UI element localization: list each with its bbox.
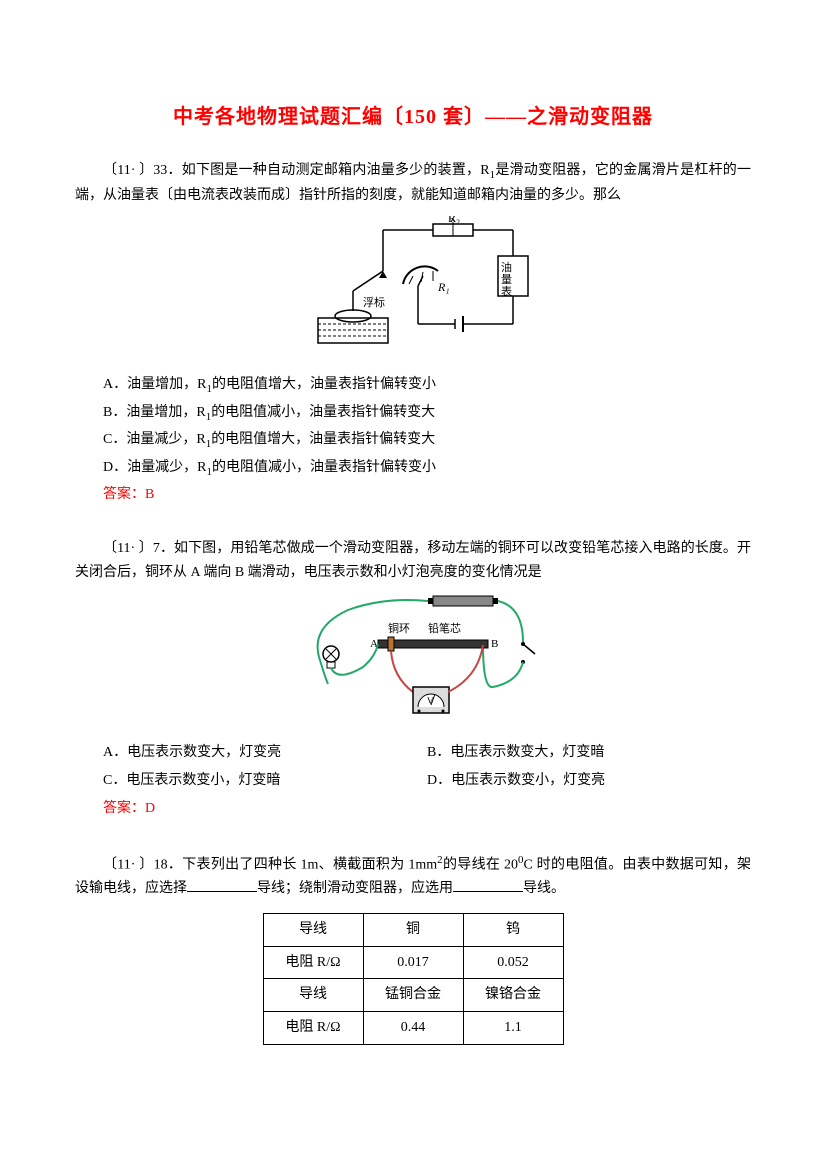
q3-text: 〔11· 〕18．下表列出了四种长 1m、横截面积为 1mm2的导线在 200C… bbox=[75, 851, 751, 901]
svg-text:R₁: R₁ bbox=[437, 280, 450, 294]
q2-options-row2: C．电压表示数变小，灯变暗 D．电压表示数变小，灯变亮 bbox=[75, 767, 751, 795]
svg-text:浮标: 浮标 bbox=[363, 295, 385, 309]
q2-diagram: A B 铜环 铅笔芯 V bbox=[75, 592, 751, 731]
q2-option-a: A．电压表示数变大，灯变亮 bbox=[103, 741, 427, 765]
q2-answer: 答案：D bbox=[75, 797, 751, 821]
table-row: 电阻 R/Ω 0.44 1.1 bbox=[263, 1012, 563, 1045]
blank-1 bbox=[187, 878, 257, 892]
page-title: 中考各地物理试题汇编〔150 套〕——之滑动变阻器 bbox=[75, 100, 751, 134]
cell: 铜 bbox=[363, 913, 463, 946]
cell: 导线 bbox=[263, 913, 363, 946]
q1-text: 〔11· 〕33．如下图是一种自动测定邮箱内油量多少的装置，R1是滑动变阻器，它… bbox=[75, 159, 751, 208]
cell: 钨 bbox=[463, 913, 563, 946]
table-row: 导线 铜 钨 bbox=[263, 913, 563, 946]
q1-option-a: A．油量增加，R1的电阻值增大，油量表指针偏转变小 bbox=[103, 373, 751, 398]
q1-options: A．油量增加，R1的电阻值增大，油量表指针偏转变小 B．油量增加，R1的电阻值减… bbox=[75, 373, 751, 481]
table-row: 电阻 R/Ω 0.017 0.052 bbox=[263, 946, 563, 979]
svg-text:油: 油 bbox=[501, 260, 512, 274]
q2-options-row1: A．电压表示数变大，灯变亮 B．电压表示数变大，灯变暗 bbox=[75, 739, 751, 767]
q3-table: 导线 铜 钨 电阻 R/Ω 0.017 0.052 导线 锰铜合金 镍铬合金 电… bbox=[263, 913, 564, 1045]
q1-diagram: R₂ 油 量 表 油量表 R₁ bbox=[75, 216, 751, 365]
svg-text:量: 量 bbox=[501, 273, 512, 286]
cell: 电阻 R/Ω bbox=[263, 946, 363, 979]
cell: 电阻 R/Ω bbox=[263, 1012, 363, 1045]
blank-2 bbox=[453, 878, 523, 892]
q2-text: 〔11· 〕7．如下图，用铅笔芯做成一个滑动变阻器，移动左端的铜环可以改变铅笔芯… bbox=[75, 537, 751, 585]
svg-text:表: 表 bbox=[501, 284, 512, 298]
svg-text:铅笔芯: 铅笔芯 bbox=[428, 621, 461, 635]
cell: 0.052 bbox=[463, 946, 563, 979]
question-1: 〔11· 〕33．如下图是一种自动测定邮箱内油量多少的装置，R1是滑动变阻器，它… bbox=[75, 159, 751, 507]
table-row: 导线 锰铜合金 镍铬合金 bbox=[263, 979, 563, 1012]
cell: 1.1 bbox=[463, 1012, 563, 1045]
q1-option-d: D．油量减少，R1的电阻值减小，油量表指针偏转变小 bbox=[103, 456, 751, 481]
question-2: 〔11· 〕7．如下图，用铅笔芯做成一个滑动变阻器，移动左端的铜环可以改变铅笔芯… bbox=[75, 537, 751, 821]
q2-option-b: B．电压表示数变大，灯变暗 bbox=[427, 741, 751, 765]
question-3: 〔11· 〕18．下表列出了四种长 1m、横截面积为 1mm2的导线在 200C… bbox=[75, 851, 751, 1045]
cell: 锰铜合金 bbox=[363, 979, 463, 1012]
cell: 0.017 bbox=[363, 946, 463, 979]
q1-option-b: B．油量增加，R1的电阻值减小，油量表指针偏转变大 bbox=[103, 401, 751, 426]
cell: 导线 bbox=[263, 979, 363, 1012]
q2-option-d: D．电压表示数变小，灯变亮 bbox=[427, 769, 751, 793]
q2-option-c: C．电压表示数变小，灯变暗 bbox=[103, 769, 427, 793]
svg-text:B: B bbox=[491, 638, 498, 650]
q1-answer: 答案：B bbox=[75, 483, 751, 507]
svg-text:V: V bbox=[427, 696, 434, 706]
cell: 镍铬合金 bbox=[463, 979, 563, 1012]
svg-text:铜环: 铜环 bbox=[388, 621, 410, 635]
q1-option-c: C．油量减少，R1的电阻值增大，油量表指针偏转变大 bbox=[103, 428, 751, 453]
cell: 0.44 bbox=[363, 1012, 463, 1045]
